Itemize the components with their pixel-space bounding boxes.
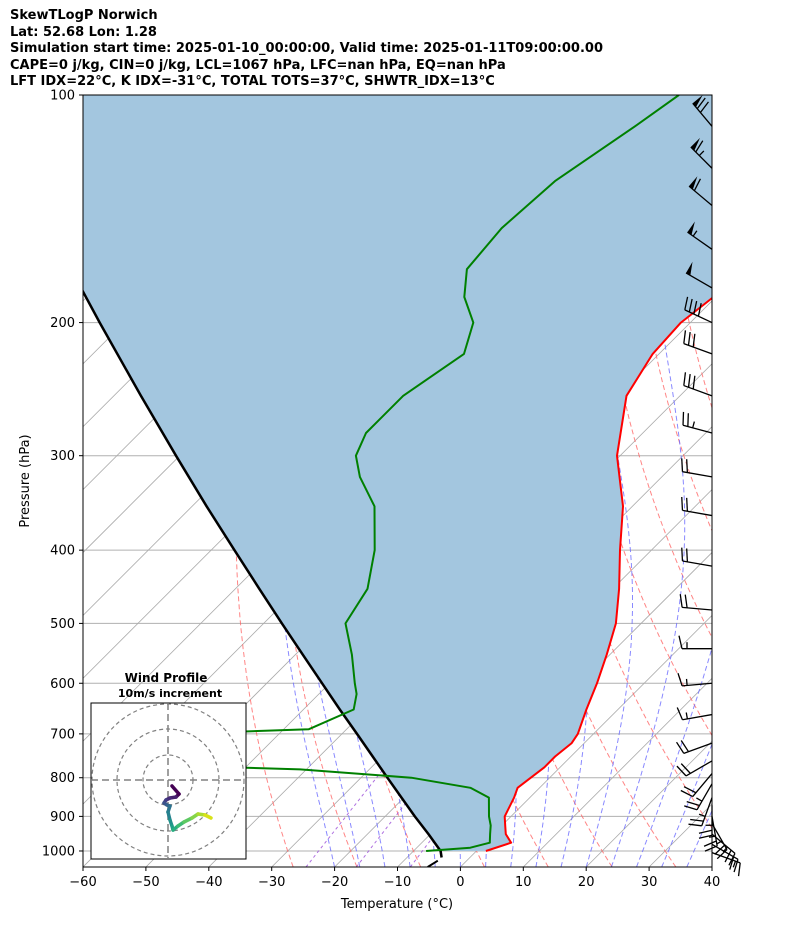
moist-adiabat-line (686, 809, 712, 867)
wind-barb (675, 740, 713, 754)
wind-barb (688, 797, 713, 827)
wind-barb (679, 594, 713, 611)
wind-barb (685, 261, 713, 289)
indices-line: LFT IDX=22°C, K IDX=-31°C, TOTAL TOTS=37… (10, 74, 495, 89)
x-tick-label: 0 (456, 875, 464, 890)
wind-barb (684, 296, 713, 324)
surface-parcel-line (427, 859, 439, 867)
wind-barb (703, 816, 718, 852)
wind-barb (688, 176, 713, 206)
moist-adiabat-line (661, 742, 712, 867)
wind-barb (681, 547, 713, 567)
dewpoint-line (158, 95, 680, 852)
shaded-region (83, 95, 712, 851)
location-line: Lat: 52.68 Lon: 1.28 (10, 24, 157, 40)
wind-barb (677, 672, 713, 687)
wind-barb (684, 783, 713, 811)
hodograph-segment (203, 813, 213, 820)
x-tick-label: −10 (384, 875, 411, 890)
wind-barb (676, 707, 713, 721)
profile-lines (83, 95, 712, 867)
y-axis-ticks: 100 200 300 400 500 600 700 800 900 1000 (42, 89, 83, 859)
y-tick-label: 900 (50, 810, 75, 825)
inset-title: Wind Profile (125, 671, 208, 685)
temperature-line (485, 296, 712, 852)
isotherm-line (460, 614, 712, 867)
wind-barb (692, 94, 713, 127)
x-tick-label: 10 (515, 875, 532, 890)
y-tick-label: 200 (50, 316, 75, 331)
x-tick-label: −40 (195, 875, 222, 890)
x-tick-label: −20 (321, 875, 348, 890)
cape-line: CAPE=0 j/kg, CIN=0 j/kg, LCL=1067 hPa, L… (10, 57, 506, 73)
mixing-ratio-line (305, 682, 452, 867)
wind-barb (690, 137, 713, 169)
y-tick-label: 1000 (42, 844, 75, 859)
chart-header: SkewTLogP Norwich Lat: 52.68 Lon: 1.28 S… (10, 8, 603, 91)
y-tick-label: 500 (50, 617, 75, 632)
isotherm-line (523, 677, 712, 867)
x-tick-label: 30 (641, 875, 658, 890)
wind-barb (682, 411, 713, 434)
x-tick-label: −60 (69, 875, 96, 890)
y-axis-label: Pressure (hPa) (18, 434, 33, 527)
dry-adiabat-line (281, 95, 358, 867)
x-tick-label: 20 (578, 875, 595, 890)
x-axis-label: Temperature (°C) (340, 897, 453, 912)
time-line: Simulation start time: 2025-01-10_00:00:… (10, 41, 603, 56)
moist-adiabat-line (636, 646, 712, 867)
inset-subtitle: 10m/s increment (118, 687, 222, 700)
chart-title: SkewTLogP Norwich (10, 8, 158, 23)
y-tick-label: 100 (50, 89, 75, 104)
y-tick-label: 300 (50, 449, 75, 464)
cin-shade (83, 95, 712, 851)
wind-barb (711, 852, 741, 877)
wind-barb (678, 635, 712, 650)
y-tick-label: 600 (50, 677, 75, 692)
dry-adiabat-line (763, 95, 794, 867)
dry-adiabat-line (597, 95, 712, 639)
wind-barb (711, 843, 739, 873)
moist-adiabat-line (610, 95, 686, 867)
wind-barb (681, 496, 713, 517)
isotherm-line (711, 866, 712, 867)
x-tick-label: −30 (258, 875, 285, 890)
wind-barb (683, 372, 713, 397)
wind-barbs (675, 94, 741, 877)
wind-barb (680, 773, 713, 798)
hodograph-segment (170, 784, 181, 796)
mixing-ratio-line (355, 682, 500, 867)
dry-adiabat-line (730, 95, 794, 867)
x-tick-label: 40 (704, 875, 721, 890)
wind-barb (676, 760, 713, 777)
wind-barb (683, 330, 713, 355)
y-tick-label: 800 (50, 771, 75, 786)
y-tick-label: 700 (50, 727, 75, 742)
parcel-line (83, 288, 443, 858)
wind-profile-inset: Wind Profile 10m/s increment (90, 671, 247, 860)
y-tick-label: 400 (50, 544, 75, 559)
wind-barb (681, 458, 713, 478)
wind-barb (687, 221, 713, 250)
x-tick-label: −50 (132, 875, 159, 890)
x-axis-ticks: −60 −50 −40 −30 −20 −10 0 10 20 30 40 (69, 867, 720, 890)
